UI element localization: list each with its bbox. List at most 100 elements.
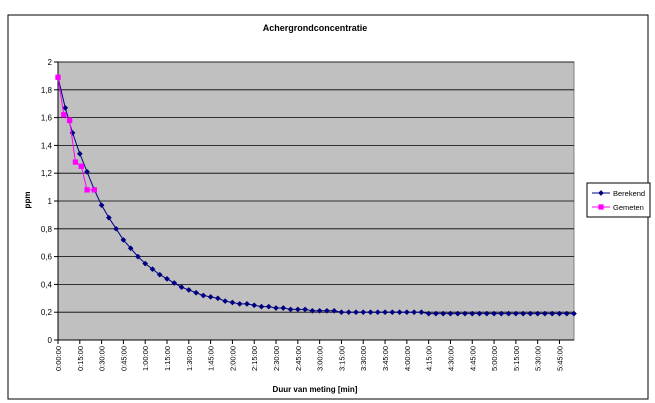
- data-point: [505, 310, 512, 317]
- data-point: [84, 187, 90, 193]
- data-point: [571, 310, 577, 317]
- x-tick-label: 5:30:00: [534, 346, 543, 371]
- data-point: [520, 310, 527, 317]
- x-tick-label: 2:30:00: [272, 346, 281, 371]
- y-tick-label: 1,8: [41, 86, 53, 95]
- x-tick-label: 0:45:00: [119, 346, 128, 371]
- legend-box: [586, 182, 651, 218]
- x-tick-label: 5:45:00: [555, 346, 564, 371]
- data-point: [105, 214, 112, 221]
- data-point: [374, 309, 381, 316]
- x-tick-label: 2:45:00: [294, 346, 303, 371]
- data-point: [462, 310, 468, 317]
- axes: 0 0,2 0,4 0,6 0,8 1 1,2 1,4 1,6 1,8 2 0:00:00 0:15:0…: [41, 58, 574, 371]
- data-point: [440, 310, 447, 317]
- data-point: [72, 159, 79, 165]
- data-point: [120, 236, 127, 243]
- data-point: [185, 287, 192, 293]
- data-point: [447, 310, 454, 317]
- data-point: [236, 300, 243, 307]
- x-tick-label: 3:30:00: [359, 346, 368, 371]
- data-point: [345, 309, 352, 316]
- x-tick-label: 4:45:00: [468, 346, 477, 371]
- x-axis-label: Duur van meting [min]: [273, 385, 358, 394]
- y-tick-label: 0,4: [41, 280, 53, 289]
- data-point: [164, 275, 170, 282]
- data-point: [316, 307, 323, 314]
- data-point: [171, 280, 178, 286]
- data-point: [294, 306, 301, 313]
- x-tick-label: 5:00:00: [490, 346, 499, 371]
- legend: Berekend Gemeten: [586, 182, 651, 218]
- data-point: [411, 309, 418, 316]
- data-point: [200, 292, 207, 299]
- data-point: [258, 303, 265, 310]
- data-point: [142, 260, 149, 267]
- legend-label: Gemeten: [613, 203, 644, 212]
- data-point: [244, 300, 250, 307]
- x-tick-label: 2:00:00: [228, 346, 237, 371]
- data-point: [353, 309, 359, 316]
- data-point: [78, 163, 84, 169]
- data-point: [76, 150, 83, 157]
- y-tick-label: 1,2: [41, 169, 53, 178]
- data-point: [556, 310, 563, 317]
- x-tick-label: 4:30:00: [446, 346, 455, 371]
- data-point: [432, 310, 439, 317]
- data-point: [207, 293, 214, 300]
- y-tick-label: 2: [48, 58, 53, 67]
- y-tick-label: 1,4: [41, 141, 53, 150]
- y-tick-label: 0,8: [41, 225, 53, 234]
- x-tick-label: 0:15:00: [76, 346, 85, 371]
- chart-title: Achergrondconcentratie: [263, 23, 368, 33]
- data-point: [360, 309, 367, 316]
- data-point: [84, 168, 91, 175]
- x-tick-label: 1:00:00: [141, 346, 150, 371]
- x-tick-label: 0:00:00: [54, 346, 63, 371]
- data-point: [403, 309, 410, 316]
- data-point: [61, 112, 67, 118]
- data-point: [323, 307, 330, 314]
- data-point: [178, 284, 185, 291]
- data-point: [66, 117, 73, 124]
- data-point: [113, 225, 120, 232]
- data-point: [512, 310, 519, 317]
- x-tick-label: 3:15:00: [337, 346, 346, 371]
- data-point: [156, 271, 163, 278]
- x-tick-label: 1:30:00: [185, 346, 194, 371]
- y-axis-label: ppm: [23, 192, 32, 209]
- data-point: [483, 310, 490, 317]
- legend-marker: [598, 190, 604, 196]
- data-point: [425, 310, 432, 317]
- data-point: [469, 310, 476, 317]
- x-tick-label: 1:45:00: [207, 346, 216, 371]
- x-tick-label: 0:30:00: [98, 346, 107, 371]
- legend-marker: [598, 204, 604, 210]
- data-point: [149, 266, 156, 273]
- y-tick-label: 0,2: [41, 308, 53, 317]
- legend-label: Berekend: [613, 189, 645, 198]
- data-point: [273, 305, 279, 311]
- data-point: [287, 306, 294, 313]
- data-point: [498, 310, 505, 317]
- data-point: [527, 310, 534, 317]
- data-point: [389, 309, 396, 316]
- data-point: [309, 307, 316, 314]
- data-point: [382, 309, 388, 316]
- data-point: [127, 245, 134, 252]
- data-point: [265, 303, 272, 310]
- data-point: [534, 310, 541, 317]
- data-point: [491, 310, 498, 317]
- data-point: [331, 307, 338, 314]
- series-layer: [55, 74, 577, 317]
- data-point: [134, 253, 141, 260]
- data-point: [396, 309, 403, 316]
- data-point: [62, 104, 69, 111]
- data-point: [55, 74, 61, 80]
- data-point: [214, 295, 221, 302]
- data-point: [549, 310, 556, 317]
- y-tick-label: 0: [48, 336, 53, 345]
- x-tick-label: 1:15:00: [163, 346, 172, 371]
